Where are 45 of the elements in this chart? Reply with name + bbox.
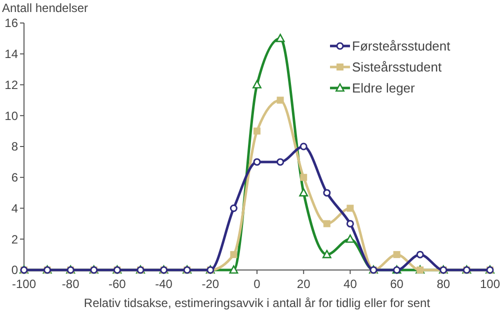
y-tick-label: 10 <box>4 108 18 123</box>
point <box>229 265 238 274</box>
y-tick-label: 0 <box>11 263 18 278</box>
legend-label: Eldre leger <box>352 80 416 96</box>
point <box>276 96 284 104</box>
point <box>346 220 354 228</box>
x-tick-label: -40 <box>155 277 173 291</box>
point <box>393 251 400 258</box>
x-tick-label: 100 <box>480 277 500 291</box>
x-tick-label: 80 <box>436 277 450 291</box>
x-tick-label: -60 <box>108 277 126 291</box>
x-tick-label: -80 <box>62 277 80 291</box>
legend-label: Førsteårsstudent <box>352 38 451 54</box>
point <box>300 142 308 150</box>
y-tick-label: 8 <box>11 140 18 154</box>
x-axis-title: Relativ tidsakse, estimeringsavvik i antall år for tidlig eller for sent <box>84 296 431 310</box>
point <box>299 188 308 196</box>
point <box>323 189 331 197</box>
x-tick-label: 60 <box>390 277 404 291</box>
point <box>276 34 285 42</box>
x-tick-label: 40 <box>344 277 358 291</box>
point <box>346 234 355 243</box>
point <box>346 204 354 212</box>
point <box>252 80 262 88</box>
x-tick-label: 20 <box>296 277 311 291</box>
x-tick-label: 0 <box>254 277 261 291</box>
legend-label: Sisteårsstudent <box>352 60 442 75</box>
y-axis-title: Antall hendelser <box>2 1 88 15</box>
point <box>254 128 260 135</box>
point <box>230 204 238 212</box>
y-tick-label: 2 <box>11 232 18 246</box>
y-tick-label: 6 <box>11 170 18 185</box>
point <box>230 251 238 258</box>
point <box>322 250 332 258</box>
y-tick-label: 4 <box>11 201 18 216</box>
point <box>416 250 424 258</box>
x-tick-label: -100 <box>12 277 36 291</box>
point <box>276 158 284 166</box>
y-tick-label: 14 <box>4 47 18 62</box>
y-tick-label: 12 <box>4 78 18 92</box>
x-tick-label: -20 <box>202 277 220 291</box>
point <box>323 220 330 228</box>
y-tick-label: 16 <box>4 16 18 30</box>
point <box>253 158 261 166</box>
point <box>300 174 308 181</box>
